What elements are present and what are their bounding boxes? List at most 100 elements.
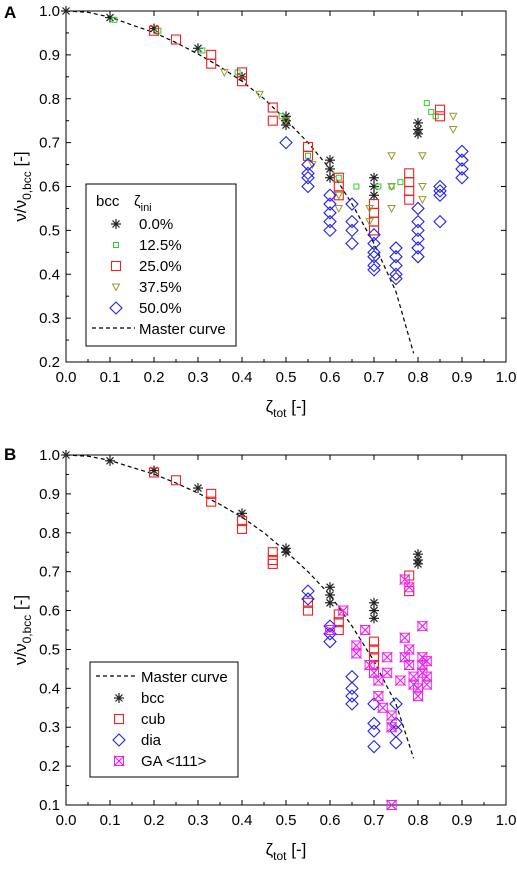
data-point <box>149 465 159 476</box>
data-point <box>301 157 315 172</box>
panel-a-y-tick-label: 0.5 <box>39 222 60 239</box>
data-point <box>236 516 248 527</box>
data-point <box>367 739 381 754</box>
data-point <box>206 58 217 69</box>
data-point <box>193 483 203 494</box>
data-point <box>403 659 415 671</box>
panel-a-y-tick-label: 0.8 <box>39 91 60 108</box>
data-point <box>301 584 315 598</box>
legend-a-header-right: ζini <box>134 193 152 214</box>
data-point <box>236 76 248 87</box>
data-point <box>389 735 403 750</box>
data-point <box>385 721 398 733</box>
data-point <box>367 236 381 251</box>
panel-b-y-tick-label: 0.2 <box>39 758 60 775</box>
data-point <box>369 613 379 624</box>
legend-a-marker <box>111 219 121 229</box>
data-point <box>434 104 446 115</box>
data-point <box>359 624 371 636</box>
panel-a-y-tick-label: 1.0 <box>39 3 60 20</box>
data-point <box>337 604 349 617</box>
data-point <box>367 724 381 738</box>
data-point <box>368 199 380 210</box>
panel-a-y-tick-label: 0.2 <box>39 354 60 371</box>
data-point <box>301 166 315 181</box>
panel-a-x-tick-label: 0.6 <box>320 369 341 386</box>
panel-b-x-tick-label: 0.4 <box>232 812 253 829</box>
data-point <box>421 655 433 667</box>
data-point <box>397 179 404 186</box>
data-point <box>325 172 335 183</box>
legend-a-label: 0.0% <box>139 216 173 233</box>
data-point <box>353 183 360 190</box>
data-point <box>387 204 396 213</box>
data-point <box>61 450 71 460</box>
data-point <box>302 605 314 616</box>
panel-b-x-tick-label: 0.8 <box>408 812 429 829</box>
data-point <box>199 47 206 54</box>
panel-a-series-250 <box>148 25 446 236</box>
legend-a-marker <box>109 301 123 315</box>
data-point <box>302 150 314 161</box>
panel-b-y-tick-label: 0.4 <box>39 680 60 697</box>
panel-b-x-tick-label: 1.0 <box>496 812 517 829</box>
panel-b-x-tick-label: 0.5 <box>276 812 297 829</box>
data-point <box>345 697 359 711</box>
panel-b-x-axis-title: ζtot [-] <box>266 840 307 863</box>
panel-a-x-tick-label: 0.1 <box>100 369 121 386</box>
legend-b-label: Master curve <box>141 669 228 686</box>
panel-a-x-tick-label: 0.5 <box>276 369 297 386</box>
data-point <box>413 117 423 128</box>
data-point <box>323 188 337 203</box>
data-point <box>421 678 433 691</box>
data-point <box>389 267 403 282</box>
data-point <box>404 194 415 205</box>
data-point <box>325 597 335 608</box>
data-point <box>375 183 382 190</box>
data-point <box>418 152 427 161</box>
data-point <box>418 196 427 205</box>
legend-b-label: cub <box>141 711 165 728</box>
data-point <box>267 102 278 113</box>
panel-b-x-tick-label: 0.2 <box>144 812 165 829</box>
data-point <box>61 6 71 16</box>
data-point <box>433 188 447 203</box>
data-point <box>281 117 291 126</box>
data-point <box>367 249 381 264</box>
data-point <box>433 179 447 194</box>
data-point <box>345 223 359 238</box>
panel-b-plot: 0.0 0.1 0.2 0.3 0.4 0.5 0.6 0.7 0.8 0.9 1.00.10.20… <box>11 447 516 863</box>
panel-a-y-tick-label: 0.3 <box>39 310 60 327</box>
panel-b-legend: Master curve bcc cub dia GA <111> <box>89 661 239 778</box>
panel-a-series-500 <box>279 135 469 286</box>
data-point <box>423 100 430 107</box>
data-point <box>334 204 344 213</box>
data-point <box>206 488 217 499</box>
data-point <box>323 619 337 633</box>
data-point <box>350 647 363 660</box>
data-point <box>345 214 359 229</box>
legend-b-label: bcc <box>141 690 165 707</box>
data-point <box>411 201 425 216</box>
data-point <box>323 206 337 220</box>
data-point <box>412 690 424 702</box>
data-point <box>206 49 217 60</box>
panel-a-letter: A <box>4 3 16 22</box>
data-point <box>111 16 118 23</box>
data-point <box>448 112 458 121</box>
data-point <box>377 702 389 714</box>
data-point <box>403 581 415 593</box>
data-point <box>302 597 314 608</box>
data-point <box>369 190 379 201</box>
data-point <box>105 455 115 466</box>
data-point <box>448 125 458 135</box>
data-point <box>404 185 415 196</box>
data-point <box>267 115 278 126</box>
legend-b-marker <box>113 713 125 725</box>
data-point <box>324 624 336 636</box>
panel-a-x-tick-label: 0.4 <box>232 369 253 386</box>
data-point <box>372 690 385 702</box>
data-point <box>394 674 407 687</box>
data-point <box>389 241 403 255</box>
panel-a-series-00 <box>61 6 423 201</box>
